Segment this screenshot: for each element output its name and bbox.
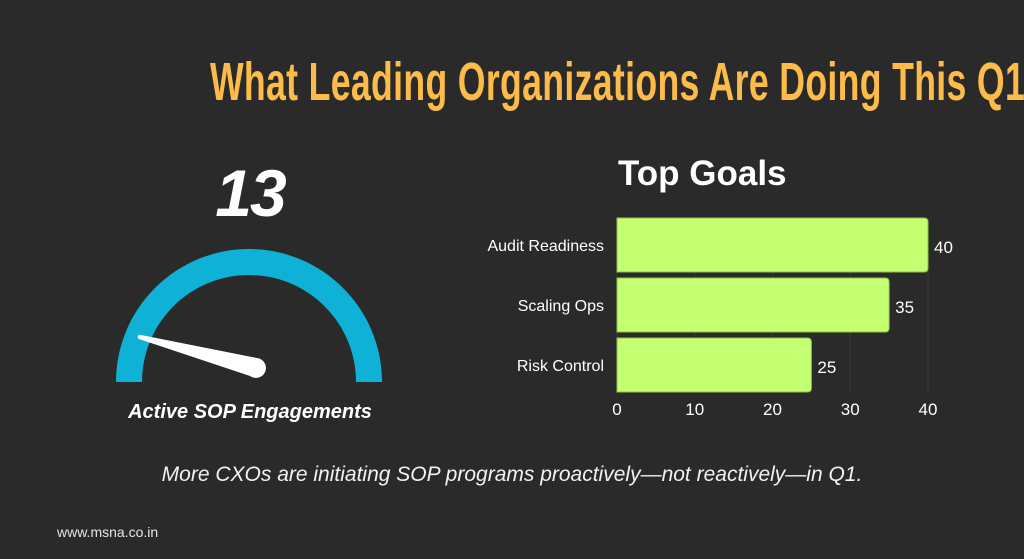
- footer-url: www.msna.co.in: [57, 524, 159, 540]
- x-tick-label: 0: [612, 400, 621, 419]
- value-label: 25: [817, 358, 836, 377]
- chart-bars: [616, 217, 929, 393]
- x-tick-label: 20: [763, 400, 782, 419]
- bar: [616, 337, 812, 393]
- category-label: Risk Control: [517, 358, 604, 375]
- chart-title: Top Goals: [618, 154, 787, 193]
- page-title: What Leading Organizations Are Doing Thi…: [0, 52, 1024, 112]
- x-tick-label: 10: [685, 400, 704, 419]
- category-label: Audit Readiness: [487, 238, 604, 255]
- x-tick-label: 30: [841, 400, 860, 419]
- chart-value-labels: 40 35 25: [817, 238, 953, 377]
- chart-x-axis-ticks: 0 10 20 30 40: [612, 400, 937, 419]
- caption: More CXOs are initiating SOP programs pr…: [161, 463, 863, 486]
- page-title-text: What Leading Organizations Are Doing Thi…: [209, 52, 1024, 112]
- category-label: Scaling Ops: [518, 298, 604, 315]
- gauge-needle: [137, 334, 266, 378]
- bar: [616, 217, 929, 273]
- gauge-icon: [116, 249, 382, 382]
- bar: [616, 277, 890, 333]
- gauge-label: Active SOP Engagements: [128, 401, 372, 423]
- x-tick-label: 40: [919, 400, 938, 419]
- chart-category-labels: Audit Readiness Scaling Ops Risk Control: [487, 238, 604, 375]
- value-label: 40: [934, 238, 953, 257]
- gauge-value: 13: [215, 156, 286, 230]
- gauge-arc: [116, 249, 382, 382]
- value-label: 35: [895, 298, 914, 317]
